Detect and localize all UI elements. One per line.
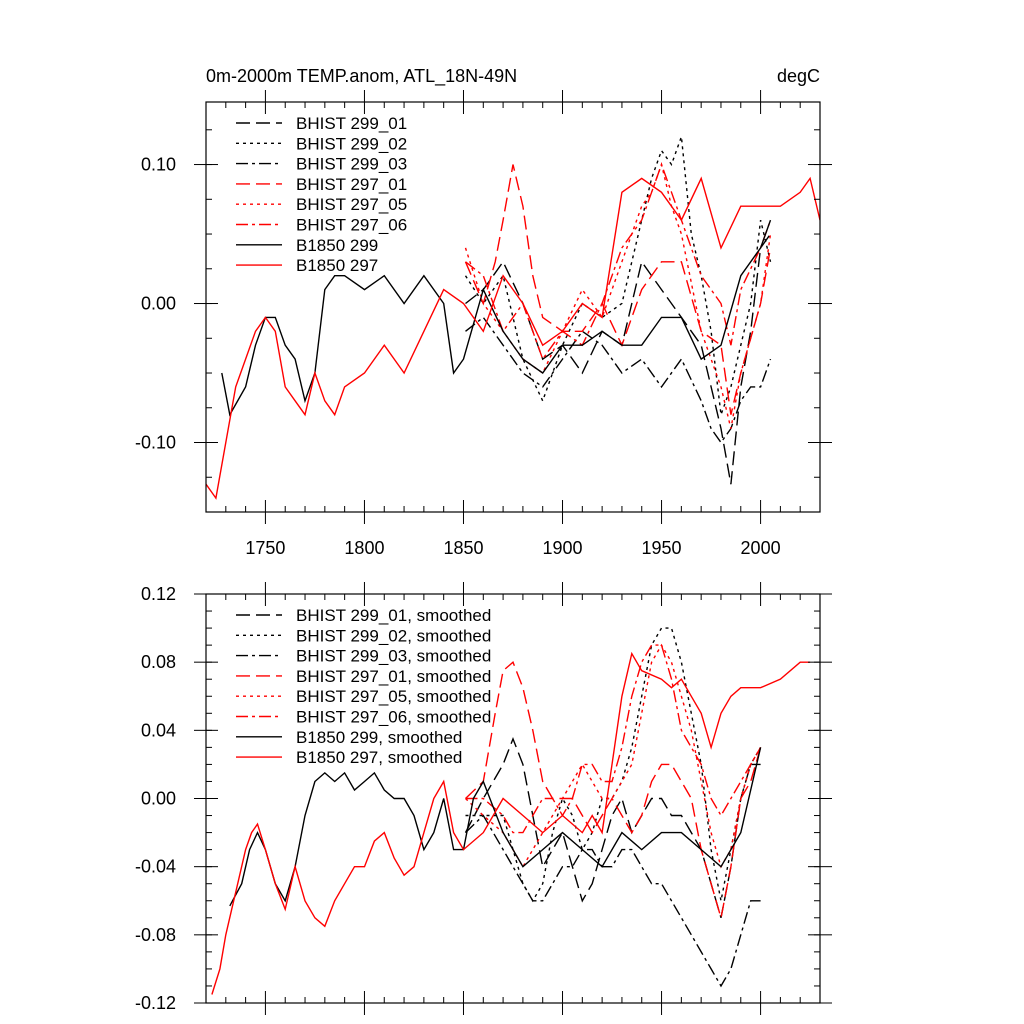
y-tick-label: -0.10 — [135, 433, 176, 453]
legend-label-5: BHIST 297_05, smoothed — [296, 687, 491, 706]
units-label: degC — [777, 66, 820, 86]
y-tick-label: 0.00 — [141, 789, 176, 809]
x-tick-label: 2000 — [741, 538, 781, 558]
y-tick-label: -0.12 — [135, 993, 176, 1013]
x-tick-label: 1900 — [542, 538, 582, 558]
plot-frame — [205, 101, 821, 513]
series-line-2 — [464, 136, 772, 415]
legend-label-1: BHIST 299_01 — [296, 114, 407, 133]
legend-label-7: B1850 299 — [296, 236, 378, 255]
x-tick-label: 1800 — [344, 538, 384, 558]
y-tick-label: 0.04 — [141, 720, 176, 740]
y-tick-label: -0.08 — [135, 925, 176, 945]
x-tick-label: 1850 — [443, 538, 483, 558]
series-line-1 — [465, 233, 772, 485]
legend-label-2: BHIST 299_02, smoothed — [296, 626, 491, 645]
top-panel: 0m-2000m TEMP.anom, ATL_18N-49N degC 1750 1… — [135, 66, 832, 558]
legend-label-8: B1850 297 — [296, 256, 378, 275]
y-tick-label: -0.04 — [135, 857, 176, 877]
series-line-8 — [206, 176, 820, 500]
legend-label-4: BHIST 297_01 — [296, 175, 407, 194]
chart-title: 0m-2000m TEMP.anom, ATL_18N-49N — [206, 66, 517, 87]
legend-label-6: BHIST 297_06 — [296, 216, 407, 235]
y-tick-label: 0.10 — [141, 155, 176, 175]
bottom-panel: -0.12 -0.08 -0.04 0.00 0.04 0.08 0.12 BHIST 299… — [135, 582, 832, 1015]
legend-label-3: BHIST 299_03 — [296, 155, 407, 174]
series-line-3 — [465, 316, 772, 444]
legend-label-4: BHIST 297_01, smoothed — [296, 667, 491, 686]
series-line-8 — [211, 651, 811, 995]
series-line-3 — [465, 814, 761, 988]
x-tick-label: 1950 — [642, 538, 682, 558]
legend-label-3: BHIST 299_03, smoothed — [296, 647, 491, 666]
x-tick-label: 1750 — [245, 538, 285, 558]
series-line-7 — [229, 747, 762, 907]
series-line-1 — [464, 736, 761, 918]
y-tick-label: 0.08 — [141, 652, 176, 672]
legend-label-2: BHIST 299_02 — [296, 134, 407, 153]
series-line-6 — [465, 162, 772, 361]
series-line-7 — [221, 219, 772, 417]
series-line-4 — [464, 164, 772, 415]
series-line-5 — [464, 162, 772, 429]
legend-label-1: BHIST 299_01, smoothed — [296, 606, 491, 625]
legend-label-7: B1850 299, smoothed — [296, 728, 462, 747]
y-tick-label: 0.00 — [141, 294, 176, 314]
legend-label-5: BHIST 297_05 — [296, 195, 407, 214]
legend-label-6: BHIST 297_06, smoothed — [296, 708, 491, 727]
legend-label-8: B1850 297, smoothed — [296, 748, 462, 767]
series-line-4 — [465, 661, 762, 918]
y-tick-label: 0.12 — [141, 584, 176, 604]
